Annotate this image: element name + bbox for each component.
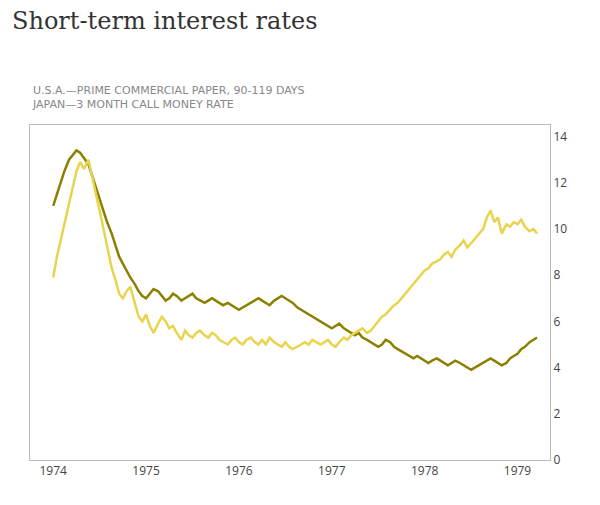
svg-text:1975: 1975 (132, 462, 160, 479)
svg-text:8: 8 (553, 266, 560, 283)
svg-text:10: 10 (553, 220, 567, 237)
svg-text:1978: 1978 (411, 462, 439, 479)
svg-text:12: 12 (553, 174, 567, 191)
svg-text:1976: 1976 (225, 462, 253, 479)
svg-text:Short-term interest rates: Short-term interest rates (12, 7, 317, 35)
svg-text:4: 4 (553, 359, 560, 376)
svg-text:2: 2 (553, 405, 560, 422)
svg-text:1974: 1974 (39, 462, 67, 479)
svg-text:0: 0 (553, 451, 560, 468)
svg-text:6: 6 (553, 313, 560, 330)
svg-text:U.S.A.—PRIME COMMERCIAL PAPER,: U.S.A.—PRIME COMMERCIAL PAPER, 90-119 DA… (32, 84, 305, 111)
svg-text:14: 14 (553, 128, 567, 145)
svg-text:1977: 1977 (318, 462, 346, 479)
svg-text:1979: 1979 (504, 462, 532, 479)
